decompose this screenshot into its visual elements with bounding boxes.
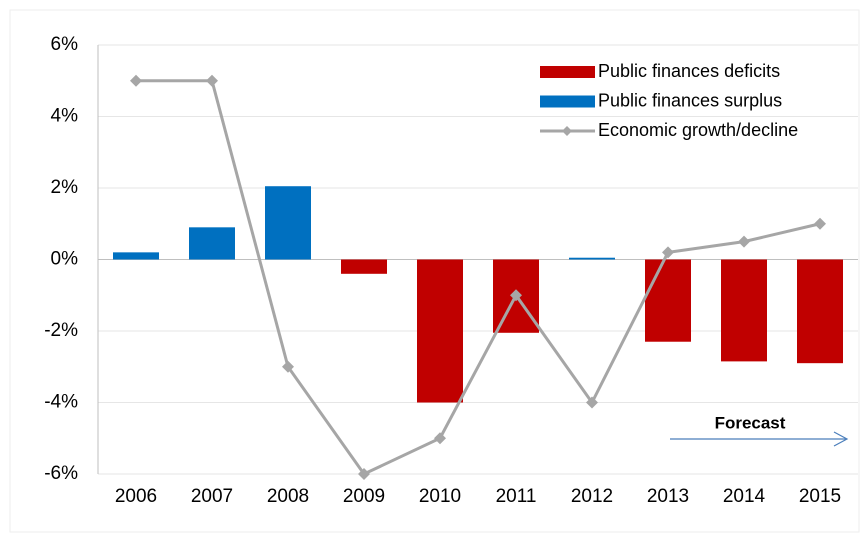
line-marker — [510, 289, 522, 302]
x-tick-label: 2006 — [115, 486, 157, 507]
x-tick-label: 2015 — [799, 486, 841, 507]
bar — [721, 259, 767, 362]
bar — [265, 186, 311, 260]
line-marker — [586, 396, 598, 409]
x-tick-label: 2011 — [496, 486, 537, 507]
line-marker — [206, 74, 218, 87]
bar — [189, 227, 235, 260]
bar — [341, 259, 387, 274]
line-marker — [434, 432, 446, 445]
legend-swatch — [540, 95, 595, 108]
x-tick-label: 2012 — [571, 486, 613, 507]
x-tick-label: 2013 — [647, 486, 689, 507]
legend-label: Economic growth/decline — [598, 120, 798, 140]
y-tick-label: 4% — [51, 106, 79, 127]
line-marker — [358, 468, 370, 480]
line-marker — [282, 360, 294, 373]
x-tick-label: 2007 — [191, 486, 233, 507]
x-tick-label: 2010 — [419, 486, 461, 507]
line-marker — [738, 235, 750, 248]
y-tick-label: 2% — [51, 177, 79, 198]
line-marker — [662, 246, 674, 259]
y-tick-label: -6% — [44, 463, 78, 484]
y-tick-label: -4% — [44, 392, 78, 413]
forecast-arrowhead — [833, 431, 849, 447]
chart-frame — [9, 9, 860, 533]
forecast-annotation: Forecast — [715, 413, 786, 432]
bar — [569, 257, 615, 260]
legend-label: Public finances deficits — [598, 61, 780, 81]
x-tick-label: 2008 — [267, 486, 309, 507]
x-tick-label: 2014 — [723, 486, 766, 507]
bar — [113, 252, 159, 260]
y-tick-label: 0% — [51, 249, 79, 270]
bar — [645, 259, 691, 342]
bar — [417, 259, 463, 403]
legend-label: Public finances surplus — [598, 90, 782, 110]
legend-marker — [562, 126, 572, 136]
y-tick-label: -2% — [44, 320, 78, 341]
line-marker — [814, 217, 826, 230]
bar — [797, 259, 843, 364]
line — [136, 79, 821, 476]
y-tick-label: 6% — [51, 34, 79, 55]
x-tick-label: 2009 — [343, 486, 385, 507]
line-marker — [130, 74, 142, 87]
legend-swatch — [540, 66, 595, 78]
